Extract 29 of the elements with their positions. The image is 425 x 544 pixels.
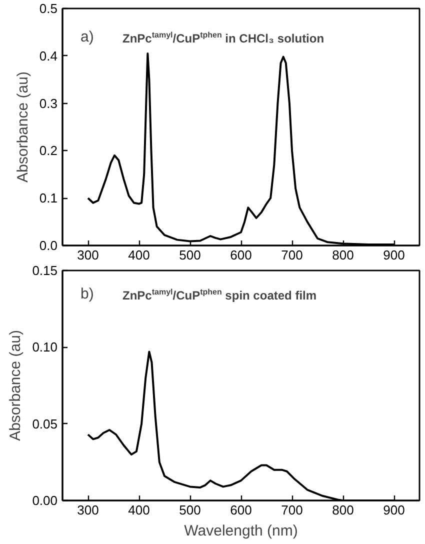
y-tick-label: 0.10 bbox=[32, 340, 58, 355]
y-tick-label: 0.5 bbox=[39, 1, 58, 16]
x-tick-label: 700 bbox=[281, 502, 303, 518]
x-tick-label: 600 bbox=[230, 502, 252, 518]
y-axis-title: Absorbance (au) bbox=[14, 72, 32, 182]
x-tick-label: 700 bbox=[281, 248, 303, 262]
x-axis-title: Wavelength (nm) bbox=[184, 522, 298, 540]
x-tick-label: 400 bbox=[128, 502, 150, 518]
y-tick-label: 0.2 bbox=[39, 143, 58, 158]
annotation: a) bbox=[80, 28, 94, 46]
x-tick-label: 600 bbox=[230, 248, 252, 262]
y-axis-title: Absorbance (au) bbox=[7, 330, 24, 441]
x-tick-label: 800 bbox=[332, 502, 354, 518]
x-tick-label: 900 bbox=[383, 248, 405, 262]
x-tick-label: 500 bbox=[179, 248, 201, 262]
y-tick-label: 0.4 bbox=[39, 48, 58, 64]
y-tick-label: 0.3 bbox=[39, 96, 58, 111]
x-tick-label: 900 bbox=[383, 502, 405, 518]
x-tick-label: 800 bbox=[332, 248, 354, 262]
y-tick-label: 0.15 bbox=[32, 263, 58, 278]
x-tick-label: 400 bbox=[128, 248, 150, 262]
y-tick-label: 0.05 bbox=[32, 416, 58, 432]
annotation: b) bbox=[80, 286, 94, 302]
y-tick-label: 0.0 bbox=[39, 238, 58, 253]
x-tick-label: 500 bbox=[179, 502, 201, 518]
x-tick-label: 300 bbox=[77, 502, 99, 518]
y-tick-label: 0.1 bbox=[39, 190, 58, 206]
x-tick-label: 300 bbox=[77, 248, 99, 262]
y-tick-label: 0.00 bbox=[32, 493, 58, 508]
